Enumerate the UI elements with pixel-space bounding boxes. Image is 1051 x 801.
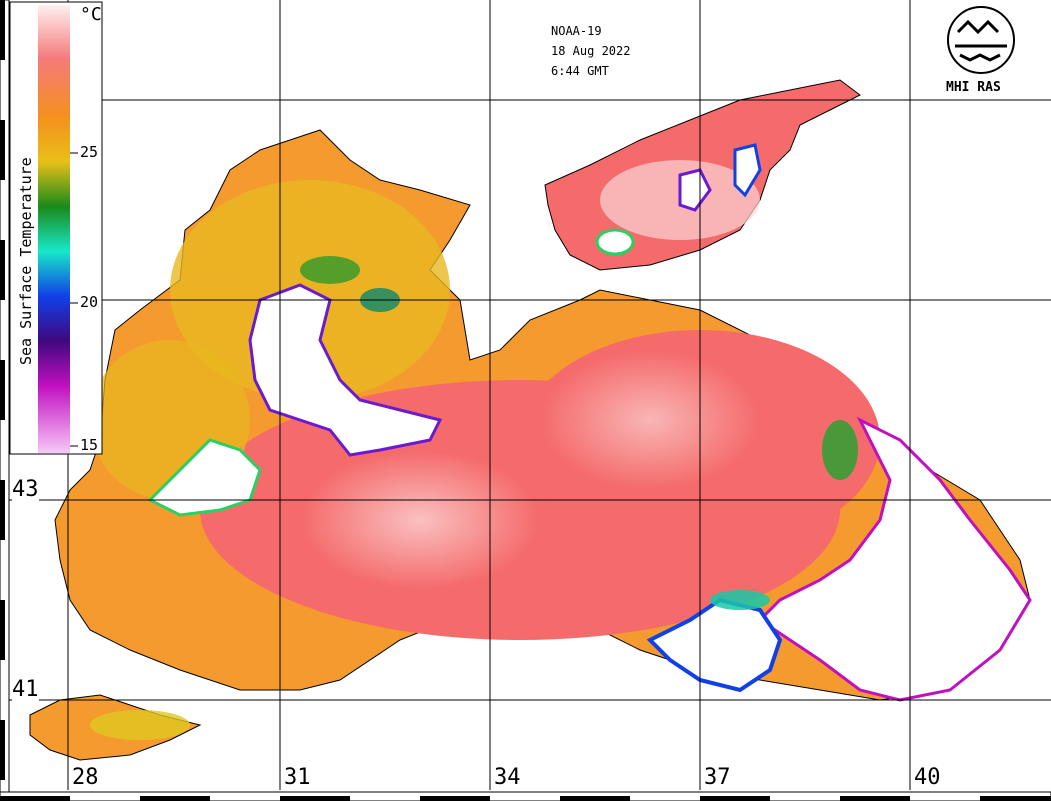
green-patch-4: [710, 590, 770, 610]
green-patch-3: [822, 420, 858, 480]
time-label: 6:44 GMT: [551, 64, 609, 78]
satellite-label: NOAA-19: [551, 24, 602, 38]
warm-core-west: [300, 450, 540, 590]
left-ruler-segment-1: [0, 0, 5, 60]
cloud-gap-west: [147, 438, 262, 517]
legend-tick-20: 20: [80, 293, 99, 311]
ruler-segment-6: [700, 796, 770, 801]
left-ruler: [0, 0, 10, 793]
left-ruler-segment-5: [0, 480, 5, 540]
longitude-label-28: 28: [72, 765, 99, 790]
left-ruler-segment-2: [0, 120, 5, 180]
longitude-label-40: 40: [914, 765, 941, 790]
azov-cloud-gap: [678, 168, 712, 212]
latitude-label-43: 43: [12, 477, 39, 502]
ruler-segment-7: [840, 796, 910, 801]
organization-label: MHI RAS: [946, 80, 1001, 95]
cloud-gap-nw: [248, 283, 443, 457]
left-ruler-segment-3: [0, 240, 5, 300]
warm-core-east: [540, 350, 760, 490]
cloud-gap-east: [757, 416, 1032, 702]
left-ruler-segment-4: [0, 360, 5, 420]
black-sea: [54, 129, 1031, 701]
mhi-ras-logo: [947, 6, 1015, 74]
legend-unit: °C: [80, 4, 102, 25]
ruler-segment-4: [420, 796, 490, 801]
cloud-gap-se: [646, 597, 783, 693]
bottom-ruler: [0, 791, 1051, 801]
longitude-label-34: 34: [494, 765, 521, 790]
longitude-label-37: 37: [704, 765, 731, 790]
ruler-segment-3: [280, 796, 350, 801]
azov-cloud-gap-2: [733, 143, 762, 198]
legend-tick-25: 25: [80, 143, 99, 161]
temperature-legend: [9, 1, 103, 455]
left-ruler-segment-6: [0, 600, 5, 660]
marmara-cool-zone: [90, 710, 190, 740]
ruler-segment-8: [980, 796, 1051, 801]
left-ruler-segment-7: [0, 720, 5, 780]
legend-tick-15: 15: [80, 436, 99, 454]
ruler-segment-2: [140, 796, 210, 801]
azov-sea: [544, 79, 861, 271]
colorbar: [38, 5, 70, 453]
legend-title: Sea Surface Temperature: [17, 157, 35, 365]
azov-cold-spot: [595, 228, 635, 256]
logo-circle: [947, 6, 1015, 74]
bottom-ruler-bar: [0, 791, 1051, 801]
date-label: 18 Aug 2022: [551, 44, 631, 58]
logo-emblem: [955, 19, 1007, 62]
green-patch-1: [300, 256, 360, 284]
latitude-label-41: 41: [12, 677, 39, 702]
ruler-segment-5: [560, 796, 630, 801]
ruler-segment-1: [0, 796, 70, 801]
longitude-label-31: 31: [284, 765, 311, 790]
